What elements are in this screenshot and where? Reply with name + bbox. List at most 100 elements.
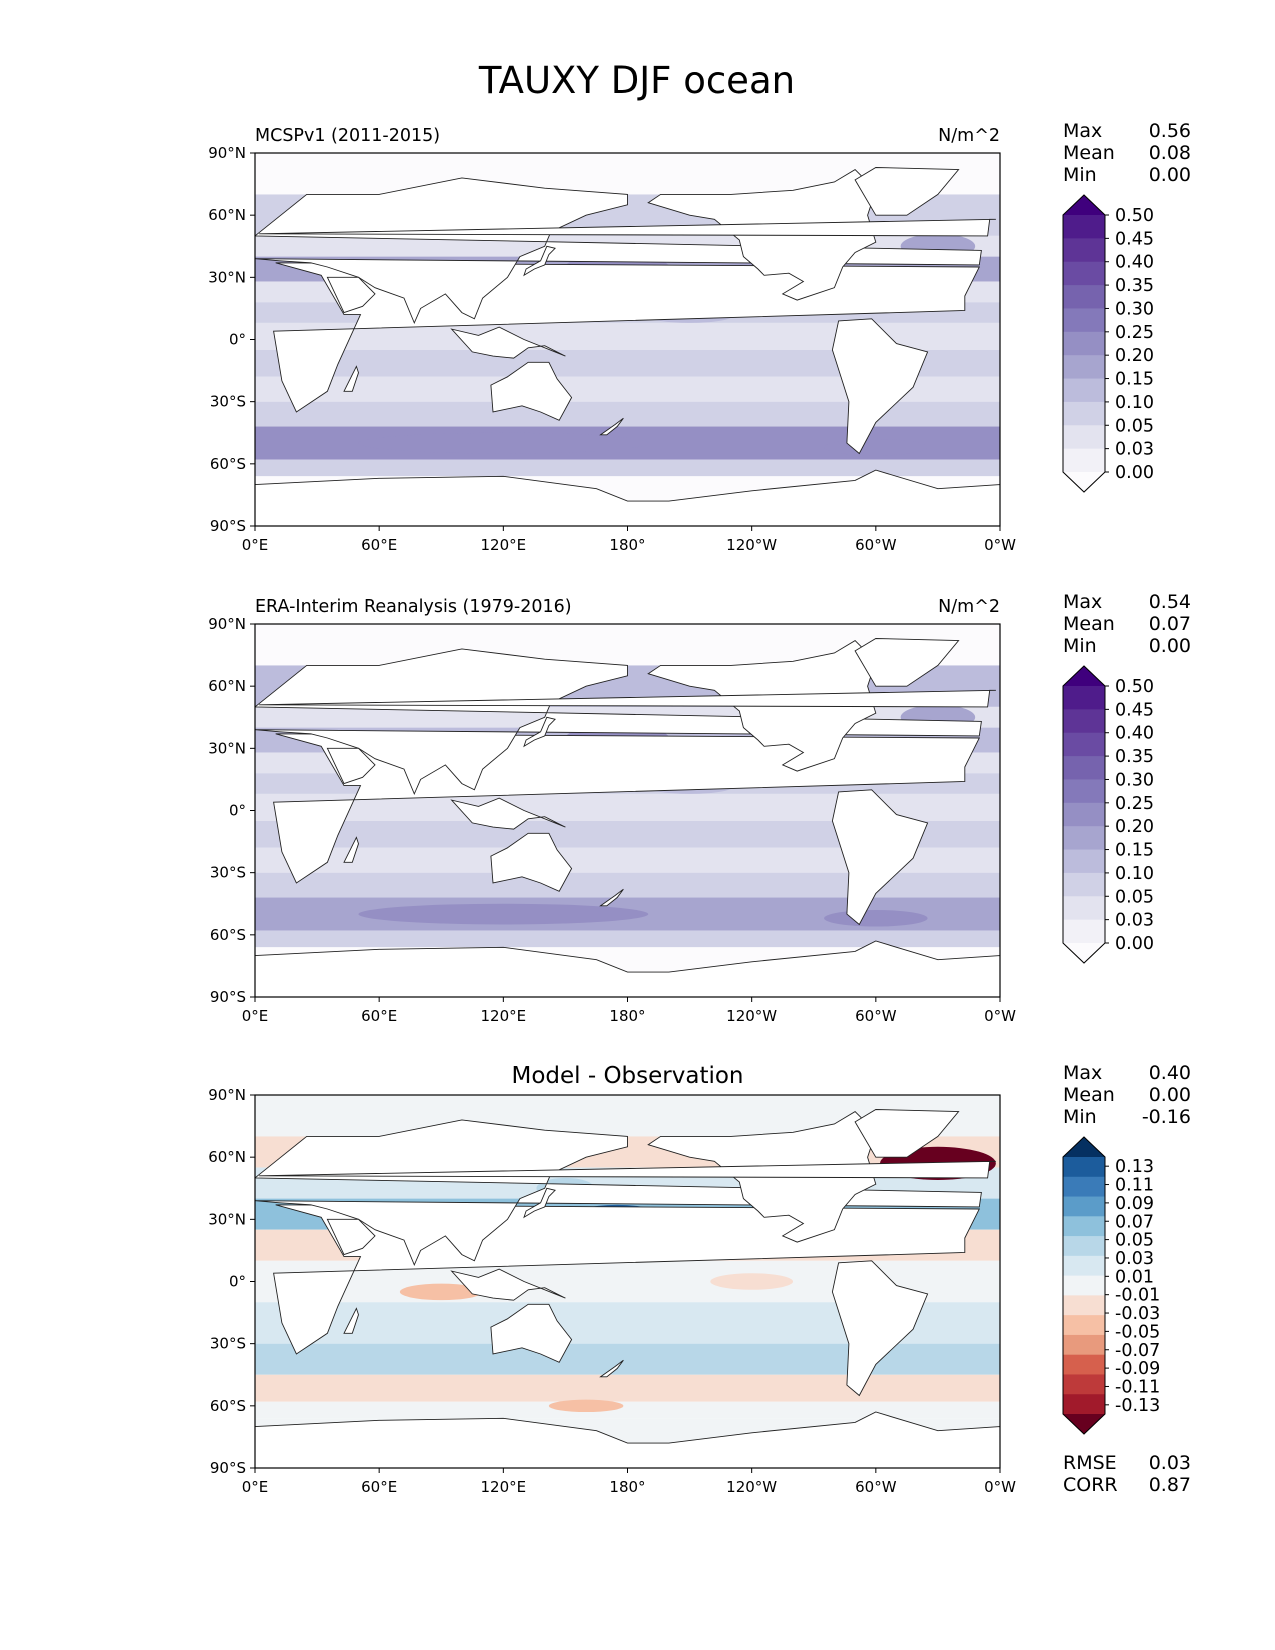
colorbar-tick-label: 0.01 [1115, 1267, 1154, 1287]
colorbar-segment [1063, 1157, 1105, 1178]
lon-tick-label: 60°E [361, 1007, 397, 1025]
colorbar-tick-label: 0.45 [1115, 700, 1154, 720]
lon-tick-label: 120°E [481, 1478, 527, 1496]
colorbar-tick-label: 0.35 [1115, 276, 1154, 296]
lon-tick-label: 60°W [855, 1478, 897, 1496]
land-africa [273, 1204, 981, 1355]
panel-units: N/m^2 [938, 126, 1000, 146]
colorbar-segment [1063, 1354, 1105, 1375]
colorbar-tick-label: 0.40 [1115, 724, 1154, 744]
colorbar-segment [1063, 285, 1105, 309]
lat-tick-label: 90°N [208, 615, 246, 633]
colorbar-segment [1063, 1315, 1105, 1336]
colorbar-segment [1063, 1275, 1105, 1296]
colorbar-tick-label: 0.25 [1115, 323, 1154, 343]
stat-value: 0.00 [1149, 164, 1191, 186]
land-antarctica [255, 1411, 1000, 1468]
colorbar-tick-label: 0.05 [1115, 1231, 1154, 1251]
colorbar-segment [1063, 849, 1105, 874]
land-nz [599, 417, 624, 436]
land-japan [523, 1187, 556, 1219]
lon-tick-label: 0°E [242, 1478, 269, 1496]
lat-tick-label: 60°N [208, 206, 246, 224]
colorbar-tick-label: 0.09 [1115, 1194, 1154, 1214]
panel-left-title: MCSPv1 (2011-2015) [255, 126, 440, 146]
colorbar-segment [1063, 1374, 1105, 1395]
lon-tick-label: 60°W [855, 1007, 897, 1025]
map-area [255, 624, 1000, 997]
colorbar-segment [1063, 756, 1105, 780]
stat-label: Mean [1063, 1084, 1115, 1106]
colorbar-tick-label: 0.15 [1115, 841, 1154, 861]
land-uk [259, 1160, 996, 1179]
colorbar-segment [1063, 448, 1105, 473]
lat-tick-label: 0° [229, 802, 246, 820]
field-blob [824, 438, 928, 456]
lat-tick-label: 0° [229, 1273, 246, 1291]
colorbar-segment [1063, 331, 1105, 356]
field-blob [710, 1273, 794, 1290]
land-arabia [326, 747, 376, 785]
field-band [255, 1401, 1000, 1419]
colorbar-tick-label: 0.30 [1115, 299, 1154, 319]
lon-tick-label: 120°W [726, 1478, 777, 1496]
lat-tick-label: 60°N [208, 677, 246, 695]
lat-tick-label: 90°S [210, 517, 246, 535]
lat-tick-label: 60°S [210, 1397, 246, 1415]
colorbar-tick-label: -0.01 [1115, 1286, 1160, 1306]
colorbar-segment [1063, 308, 1105, 333]
colorbar-segment [1063, 779, 1105, 804]
lon-tick-label: 0°E [242, 1007, 269, 1025]
stat-label: Max [1063, 120, 1102, 142]
land-indonesia [450, 1268, 566, 1301]
extra-stat-label: RMSE [1063, 1452, 1117, 1474]
colorbar: 0.50 0.45 0.40 0.35 0.30 0.25 0.20 0.15 0.10 0.05… [1062, 665, 1154, 964]
lat-tick-label: 90°S [210, 1459, 246, 1477]
colorbar-segment [1063, 1255, 1105, 1277]
land-eurasia [255, 648, 982, 796]
map-area [255, 1095, 1000, 1468]
stat-label: Max [1063, 1062, 1102, 1084]
colorbar-tick-label: -0.09 [1115, 1359, 1160, 1379]
colorbar-extend-min [1063, 472, 1105, 492]
land-australia [490, 1303, 573, 1363]
colorbar-segment [1063, 826, 1105, 851]
lon-tick-label: 60°E [361, 536, 397, 554]
colorbar-tick-label: 0.30 [1115, 770, 1154, 790]
lon-tick-label: 60°E [361, 1478, 397, 1496]
lon-tick-label: 0°W [984, 536, 1016, 554]
colorbar-tick-label: 0.50 [1115, 677, 1154, 697]
stat-label: Min [1063, 164, 1097, 186]
lon-tick-label: 60°W [855, 536, 897, 554]
land-south-america [831, 1260, 929, 1397]
lat-tick-label: 90°N [208, 1086, 246, 1104]
figure-title: TAUXY DJF ocean [478, 59, 795, 102]
colorbar-segment [1063, 919, 1105, 944]
land-nz [599, 1359, 624, 1378]
lon-tick-label: 120°E [481, 1007, 527, 1025]
colorbar: 0.130.110.090.070.050.030.01-0.01-0.03-0… [1062, 1136, 1160, 1435]
colorbar-tick-label: -0.11 [1115, 1377, 1160, 1397]
colorbar-tick-label: -0.07 [1115, 1341, 1160, 1361]
colorbar-tick-label: 0.05 [1115, 887, 1154, 907]
colorbar-extend-max [1063, 1137, 1105, 1157]
colorbar-tick-label: 0.40 [1115, 253, 1154, 273]
colorbar-tick-label: 0.03 [1115, 440, 1154, 460]
map-area [255, 153, 1000, 526]
stat-label: Mean [1063, 142, 1115, 164]
stat-value: 0.00 [1149, 1084, 1191, 1106]
colorbar-segment [1063, 896, 1105, 921]
lon-tick-label: 180° [609, 536, 645, 554]
lon-tick-label: 0°W [984, 1007, 1016, 1025]
colorbar-extend-min [1063, 1414, 1105, 1434]
land-uk [259, 218, 996, 237]
colorbar-extend-min [1063, 943, 1105, 963]
colorbar-tick-label: 0.05 [1115, 416, 1154, 436]
colorbar-tick-label: 0.03 [1115, 1249, 1154, 1269]
colorbar-tick-label: 0.45 [1115, 229, 1154, 249]
stat-label: Mean [1063, 613, 1115, 635]
lat-tick-label: 60°N [208, 1148, 246, 1166]
stat-label: Min [1063, 1106, 1097, 1128]
lat-tick-label: 30°N [208, 739, 246, 757]
land-africa [273, 262, 981, 413]
